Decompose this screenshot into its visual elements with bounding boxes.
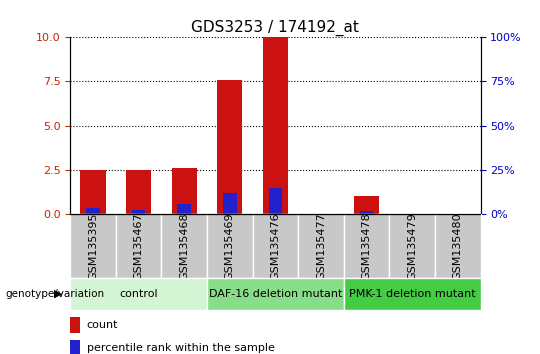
Title: GDS3253 / 174192_at: GDS3253 / 174192_at	[192, 19, 359, 36]
Text: genotype/variation: genotype/variation	[5, 289, 105, 299]
Text: GSM135469: GSM135469	[225, 212, 235, 280]
Bar	[126, 170, 151, 214]
Text: GSM135476: GSM135476	[271, 212, 280, 280]
Text: GSM135395: GSM135395	[88, 212, 98, 280]
Bar	[298, 214, 344, 278]
Bar	[161, 214, 207, 278]
Bar	[86, 208, 100, 214]
Bar	[263, 37, 288, 214]
Bar	[70, 339, 80, 354]
Bar	[116, 214, 161, 278]
Bar	[70, 278, 207, 310]
Bar	[223, 193, 237, 214]
Bar	[354, 196, 379, 214]
Text: GSM135480: GSM135480	[453, 212, 463, 280]
Bar	[177, 204, 191, 214]
Bar	[207, 278, 344, 310]
Text: GSM135468: GSM135468	[179, 212, 189, 280]
Bar	[268, 188, 282, 214]
Text: ▶: ▶	[53, 289, 62, 299]
Bar	[360, 211, 374, 214]
Text: GSM135478: GSM135478	[362, 212, 372, 280]
Bar	[70, 316, 80, 333]
Bar	[389, 214, 435, 278]
Bar	[253, 214, 298, 278]
Text: GSM135467: GSM135467	[133, 212, 144, 280]
Bar	[344, 278, 481, 310]
Text: GSM135477: GSM135477	[316, 212, 326, 280]
Bar	[132, 210, 145, 214]
Bar	[344, 214, 389, 278]
Text: control: control	[119, 289, 158, 299]
Bar	[80, 170, 105, 214]
Bar	[207, 214, 253, 278]
Text: DAF-16 deletion mutant: DAF-16 deletion mutant	[209, 289, 342, 299]
Bar	[172, 168, 197, 214]
Bar	[435, 214, 481, 278]
Text: PMK-1 deletion mutant: PMK-1 deletion mutant	[349, 289, 476, 299]
Text: percentile rank within the sample: percentile rank within the sample	[86, 343, 274, 353]
Bar	[70, 214, 116, 278]
Bar	[217, 80, 242, 214]
Text: GSM135479: GSM135479	[407, 212, 417, 280]
Text: count: count	[86, 320, 118, 330]
